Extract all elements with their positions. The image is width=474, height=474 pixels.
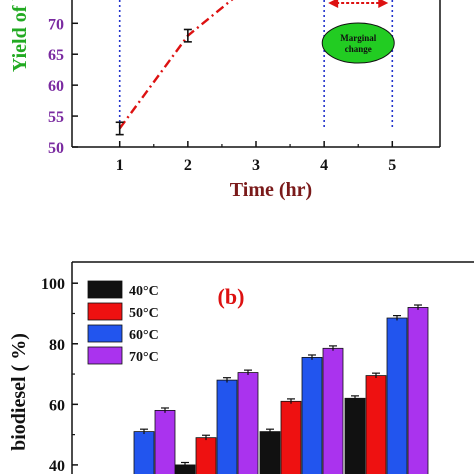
y-tick-label: 50 (48, 140, 64, 157)
legend-swatch (87, 302, 123, 321)
y-tick-label: 80 (49, 337, 65, 354)
bar (386, 317, 408, 474)
arrow-head-right (378, 0, 389, 8)
bar (216, 379, 238, 474)
bar (280, 400, 302, 474)
arrow-head-left (328, 0, 339, 8)
x-axis-title: Time (hr) (230, 179, 312, 201)
legend-swatch (87, 346, 123, 365)
bar (301, 356, 323, 474)
y-tick-label: 60 (48, 78, 64, 95)
y-tick-label: 75 (48, 0, 64, 2)
x-tick-label: 5 (388, 157, 396, 174)
legend-label: 60°C (129, 328, 159, 343)
bar (344, 397, 366, 474)
bar (154, 409, 176, 474)
annotation-text-line1: Marginal (340, 33, 376, 43)
bar (195, 437, 217, 474)
legend-swatch (87, 324, 123, 343)
y-tick-label: 100 (41, 276, 65, 293)
annotation-ellipse (321, 22, 395, 64)
annotation-text-line2: change (345, 44, 372, 54)
bar (133, 431, 155, 474)
y-tick-label: 65 (48, 47, 64, 64)
y-axis-title: Yield of bi (9, 0, 31, 72)
x-tick-label: 1 (116, 157, 124, 174)
bar (259, 431, 281, 474)
bar (365, 375, 387, 474)
panel-label: (b) (218, 284, 245, 309)
bar (322, 347, 344, 474)
x-tick-label: 3 (252, 157, 260, 174)
legend-label: 70°C (129, 350, 159, 365)
x-tick-label: 2 (184, 157, 192, 174)
bar (407, 307, 429, 474)
y-tick-label: 55 (48, 109, 64, 126)
y-tick-label: 70 (48, 16, 64, 33)
bar (237, 372, 259, 474)
legend-swatch (87, 280, 123, 299)
legend-label: 40°C (129, 284, 159, 299)
series-line (118, 0, 234, 130)
y-tick-label: 60 (49, 397, 65, 414)
panel-b-bar-chart: 40 60 80 100 biodiesel ( %) (b) 40°C 50°C 60°C 70… (8, 261, 474, 474)
x-tick-label: 4 (320, 157, 328, 174)
y-axis-title: biodiesel ( %) (8, 333, 30, 451)
legend-label: 50°C (129, 306, 159, 321)
y-tick-label: 40 (49, 458, 65, 474)
